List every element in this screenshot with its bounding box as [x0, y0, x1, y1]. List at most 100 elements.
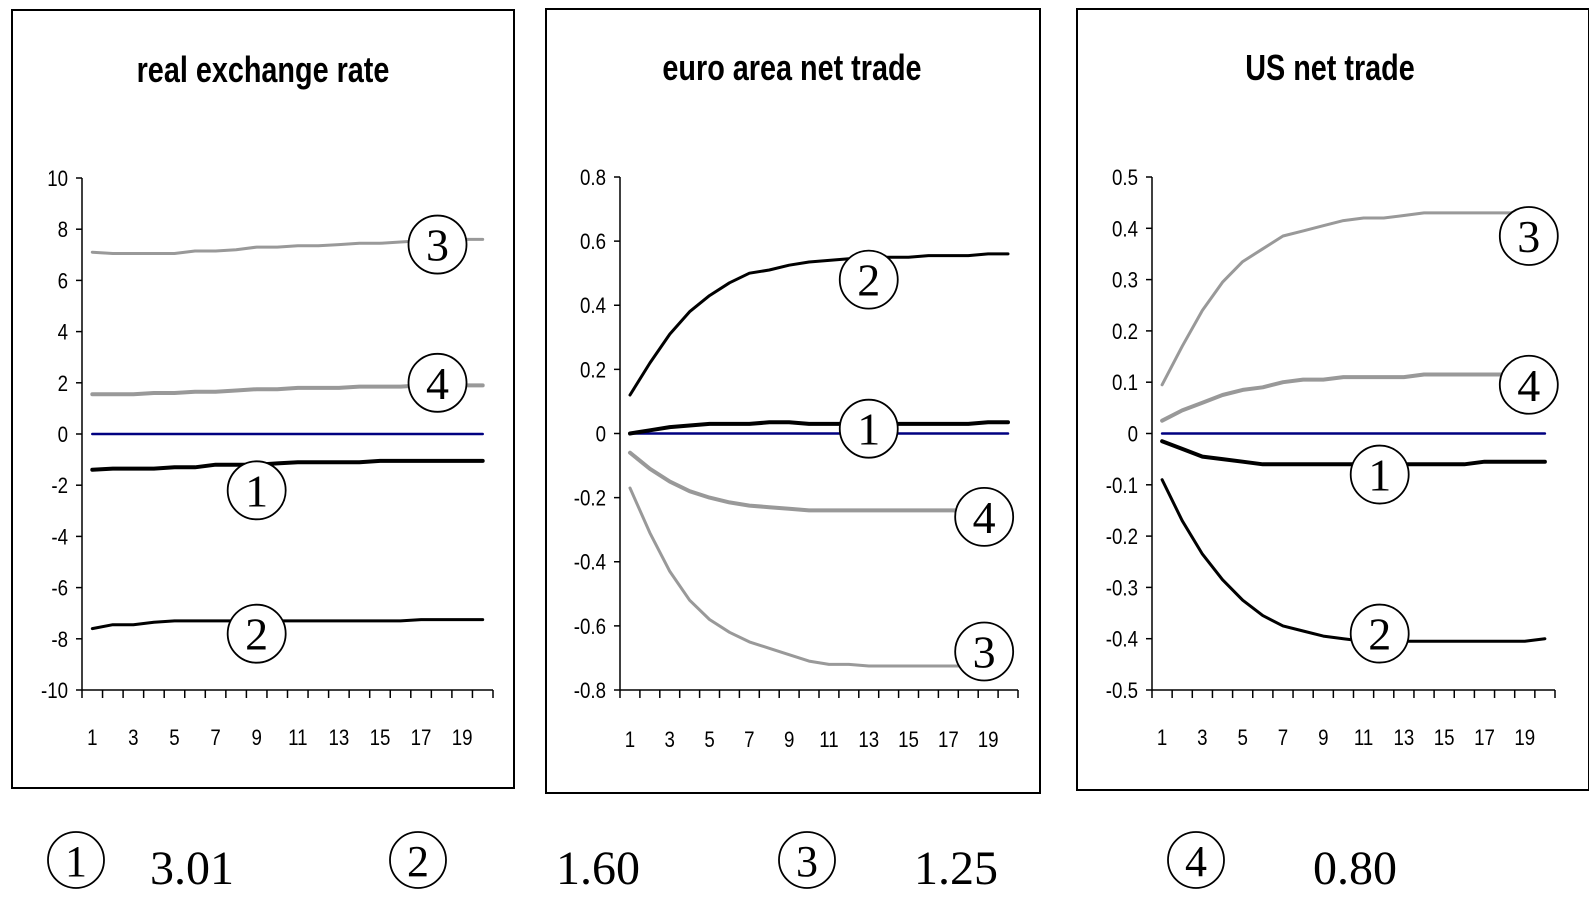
- y-tick-label: 0: [596, 423, 606, 447]
- y-tick-label: -0.2: [1106, 526, 1138, 550]
- y-tick-label: 0.1: [1112, 372, 1138, 396]
- label-number: 3: [426, 220, 449, 271]
- y-tick-label: -6: [51, 577, 68, 601]
- y-tick-label: -0.6: [574, 616, 606, 640]
- y-tick-label: -0.3: [1106, 577, 1138, 601]
- y-tick-label: 4: [58, 321, 68, 345]
- series-label-3: 3: [407, 214, 468, 275]
- label-number: 4: [426, 358, 449, 409]
- y-tick-label: 10: [47, 168, 68, 192]
- y-tick-label: 0.4: [580, 295, 606, 319]
- x-tick-label: 17: [411, 727, 432, 751]
- y-tick-label: -0.2: [574, 487, 606, 511]
- label-circle: [407, 352, 468, 413]
- label-circle: [407, 214, 468, 275]
- series-2-line: [90, 618, 485, 631]
- label-number: 1: [1368, 450, 1391, 501]
- x-tick-label: 3: [1197, 727, 1207, 751]
- y-tick-label: -0.4: [574, 551, 606, 575]
- x-tick-label: 7: [210, 727, 220, 751]
- y-tick-label: -2: [51, 475, 68, 499]
- x-tick-label: 13: [1393, 727, 1414, 751]
- x-tick-label: 13: [858, 729, 879, 753]
- y-tick-label: 0.5: [1112, 167, 1138, 191]
- label-circle: [954, 621, 1015, 682]
- y-tick-label: 8: [58, 219, 68, 243]
- x-tick-label: 3: [665, 729, 675, 753]
- label-circle: [1349, 444, 1410, 505]
- x-tick-label: 9: [1318, 727, 1328, 751]
- x-tick-label: 15: [1434, 727, 1455, 751]
- legend-item-1: 1 3.01: [47, 831, 234, 895]
- x-tick-label: 17: [938, 729, 959, 753]
- legend-marker-circle: [778, 831, 836, 889]
- y-tick-label: 0: [58, 424, 68, 448]
- chart-panel-3: US net trade 0.5 0.4 0.3 0.2 0.1 0 -0.1 -0.2 -0.3…: [1076, 8, 1589, 791]
- legend-value: 1.25: [914, 842, 998, 895]
- x-tick-label: 13: [328, 727, 349, 751]
- legend-marker-circle: [47, 831, 105, 889]
- x-tick-label: 5: [169, 727, 179, 751]
- series-label-1: 1: [1349, 444, 1410, 505]
- series-2-line: [628, 252, 1010, 397]
- legend-item-4: 4 0.80: [1167, 831, 1397, 895]
- x-tick-label: 15: [898, 729, 919, 753]
- legend-value: 1.60: [556, 842, 640, 895]
- chart-panel-2: euro area net trade 0.8 0.6 0.4 0.2 0 -0.2 -0.4…: [545, 8, 1041, 794]
- series-label-4: 4: [954, 486, 1015, 547]
- label-circle: [226, 460, 287, 521]
- label-circle: [1498, 206, 1559, 266]
- y-tick-label: -8: [51, 628, 68, 652]
- series-4-line: [628, 450, 1010, 513]
- series-label-3: 3: [1498, 206, 1559, 266]
- chart-title: real exchange rate: [137, 49, 390, 90]
- series-label-2: 2: [226, 603, 287, 664]
- label-number: 4: [973, 492, 996, 543]
- legend-marker-number: 2: [407, 837, 429, 886]
- y-tick-label: -10: [41, 680, 68, 704]
- label-number: 2: [857, 255, 880, 306]
- x-tick-label: 9: [251, 727, 261, 751]
- y-tick-label: -4: [51, 526, 68, 550]
- label-circle: [838, 249, 899, 310]
- legend-marker-number: 1: [65, 837, 87, 886]
- x-tick-label: 19: [978, 729, 999, 753]
- series-3-line: [1160, 211, 1547, 387]
- y-tick-label: -0.8: [574, 680, 606, 704]
- legend-marker-circle: [389, 831, 447, 889]
- series-4-line: [1160, 372, 1547, 423]
- legend-value: 3.01: [150, 842, 234, 895]
- y-tick-label: 0.2: [580, 359, 606, 383]
- label-circle: [1349, 603, 1410, 664]
- y-tick-label: -0.5: [1106, 680, 1138, 704]
- label-circle: [226, 603, 287, 664]
- label-number: 3: [1517, 211, 1540, 262]
- x-tick-label: 5: [704, 729, 714, 753]
- y-tick-label: 0.3: [1112, 269, 1138, 293]
- y-tick-label: 0.4: [1112, 218, 1138, 242]
- x-tick-label: 19: [1514, 727, 1535, 751]
- legend-marker-circle: [1167, 831, 1225, 889]
- x-tick-label: 11: [288, 727, 307, 751]
- x-tick-label: 7: [1278, 727, 1288, 751]
- x-tick-label: 5: [1237, 727, 1247, 751]
- series-2-line: [1160, 478, 1547, 643]
- series-label-2: 2: [838, 249, 899, 310]
- panel-border: [545, 8, 1041, 794]
- x-tick-label: 7: [744, 729, 754, 753]
- label-number: 1: [857, 404, 880, 455]
- legend-item-3: 3 1.25: [778, 831, 998, 895]
- x-tick-label: 11: [819, 729, 838, 753]
- legend-marker-number: 4: [1185, 837, 1207, 886]
- x-tick-label: 1: [87, 727, 97, 751]
- x-tick-label: 11: [1354, 727, 1373, 751]
- label-circle: [954, 486, 1015, 547]
- series-3-line: [628, 486, 1010, 668]
- x-tick-label: 17: [1474, 727, 1495, 751]
- label-number: 2: [1368, 609, 1391, 660]
- y-tick-label: -0.4: [1106, 628, 1138, 652]
- chart-title: euro area net trade: [662, 47, 921, 88]
- series-label-4: 4: [1498, 354, 1559, 415]
- label-number: 4: [1517, 360, 1540, 411]
